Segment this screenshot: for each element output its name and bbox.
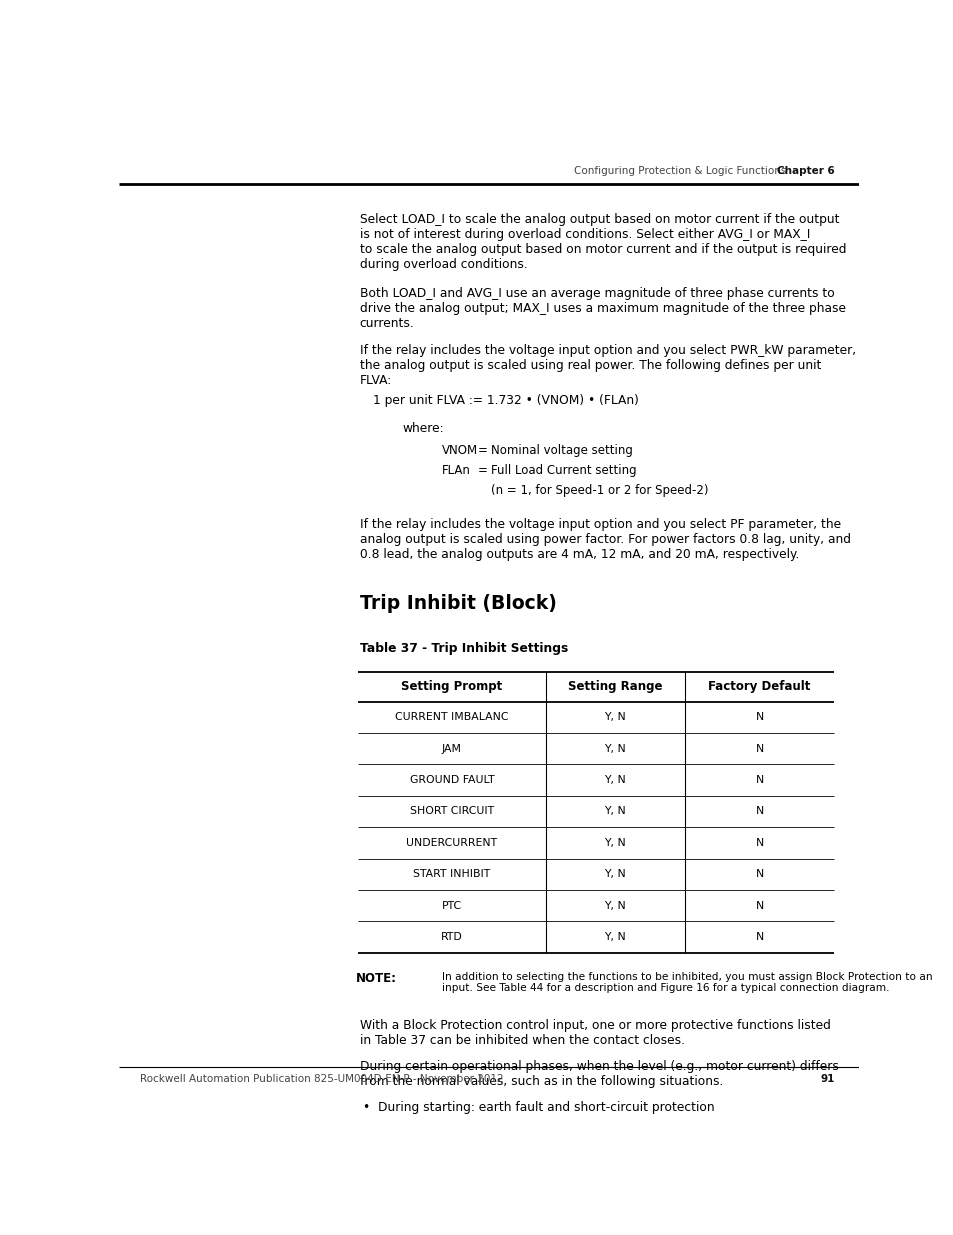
Text: Y, N: Y, N	[604, 869, 625, 879]
Text: Factory Default: Factory Default	[707, 680, 810, 693]
Text: With a Block Protection control input, one or more protective functions listed
i: With a Block Protection control input, o…	[359, 1019, 829, 1047]
Text: =: =	[477, 443, 487, 457]
Text: 1 per unit FLVA := 1.732 • (VNOM) • (FLAn): 1 per unit FLVA := 1.732 • (VNOM) • (FLA…	[373, 394, 639, 406]
Text: SHORT CIRCUIT: SHORT CIRCUIT	[410, 806, 494, 816]
Text: NOTE:: NOTE:	[355, 972, 396, 984]
Text: PTC: PTC	[441, 900, 461, 910]
Text: =: =	[477, 464, 487, 477]
Text: Y, N: Y, N	[604, 932, 625, 942]
Text: START INHIBIT: START INHIBIT	[413, 869, 490, 879]
Text: N: N	[755, 837, 762, 848]
Text: Y, N: Y, N	[604, 743, 625, 753]
Text: 91: 91	[820, 1074, 834, 1084]
Text: N: N	[755, 932, 762, 942]
Text: Y, N: Y, N	[604, 837, 625, 848]
Text: Y, N: Y, N	[604, 713, 625, 722]
Text: •  During starting: earth fault and short-circuit protection: • During starting: earth fault and short…	[363, 1102, 714, 1114]
Text: Setting Range: Setting Range	[567, 680, 662, 693]
Text: JAM: JAM	[441, 743, 461, 753]
Text: Rockwell Automation Publication 825-UM004D-EN-P - November 2012: Rockwell Automation Publication 825-UM00…	[140, 1074, 503, 1084]
Text: Y, N: Y, N	[604, 900, 625, 910]
Text: Y, N: Y, N	[604, 806, 625, 816]
Text: FLAn: FLAn	[442, 464, 471, 477]
Text: Full Load Current setting: Full Load Current setting	[491, 464, 636, 477]
Text: (n = 1, for Speed-1 or 2 for Speed-2): (n = 1, for Speed-1 or 2 for Speed-2)	[491, 484, 708, 496]
Text: N: N	[755, 776, 762, 785]
Text: N: N	[755, 743, 762, 753]
Text: Trip Inhibit (Block): Trip Inhibit (Block)	[359, 594, 556, 614]
Text: RTD: RTD	[440, 932, 462, 942]
Text: Select LOAD_I to scale the analog output based on motor current if the output
is: Select LOAD_I to scale the analog output…	[359, 212, 845, 270]
Text: If the relay includes the voltage input option and you select PWR_kW parameter,
: If the relay includes the voltage input …	[359, 345, 855, 387]
Text: During certain operational phases, when the level (e.g., motor current) differs
: During certain operational phases, when …	[359, 1060, 838, 1088]
Text: UNDERCURRENT: UNDERCURRENT	[406, 837, 497, 848]
Text: Configuring Protection & Logic Functions: Configuring Protection & Logic Functions	[574, 165, 785, 177]
Text: Table 37 - Trip Inhibit Settings: Table 37 - Trip Inhibit Settings	[359, 642, 567, 655]
Text: N: N	[755, 869, 762, 879]
Text: GROUND FAULT: GROUND FAULT	[409, 776, 494, 785]
Text: Y, N: Y, N	[604, 776, 625, 785]
Text: Chapter 6: Chapter 6	[777, 165, 834, 177]
Text: VNOM: VNOM	[442, 443, 478, 457]
Text: If the relay includes the voltage input option and you select PF parameter, the
: If the relay includes the voltage input …	[359, 519, 850, 561]
Text: N: N	[755, 806, 762, 816]
Text: CURRENT IMBALANC: CURRENT IMBALANC	[395, 713, 508, 722]
Text: Both LOAD_I and AVG_I use an average magnitude of three phase currents to
drive : Both LOAD_I and AVG_I use an average mag…	[359, 287, 844, 330]
Text: N: N	[755, 713, 762, 722]
Text: N: N	[755, 900, 762, 910]
Text: Setting Prompt: Setting Prompt	[401, 680, 502, 693]
Text: In addition to selecting the functions to be inhibited, you must assign Block Pr: In addition to selecting the functions t…	[442, 972, 932, 993]
Text: Nominal voltage setting: Nominal voltage setting	[491, 443, 633, 457]
Text: where:: where:	[402, 422, 443, 435]
